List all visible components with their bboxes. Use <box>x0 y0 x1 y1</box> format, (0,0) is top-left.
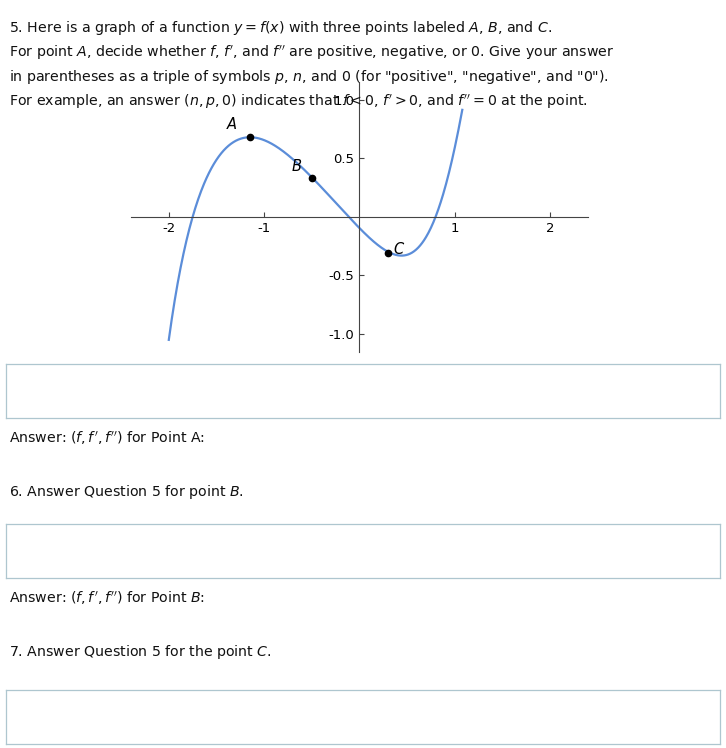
Text: Answer: $(f, f', f'')$ for Point $B$:: Answer: $(f, f', f'')$ for Point $B$: <box>9 589 205 607</box>
Text: For example, an answer $(n, p, 0)$ indicates that $f < 0$, $f' > 0$, and $f'' = : For example, an answer $(n, p, 0)$ indic… <box>9 93 587 111</box>
Text: 6. Answer Question 5 for point $B$.: 6. Answer Question 5 for point $B$. <box>9 483 243 501</box>
Text: Answer: $(f, f', f'')$ for Point A:: Answer: $(f, f', f'')$ for Point A: <box>9 429 205 447</box>
Text: in parentheses as a triple of symbols $p$, $n$, and 0 (for "positive", "negative: in parentheses as a triple of symbols $p… <box>9 68 608 86</box>
Text: $A$: $A$ <box>226 116 237 132</box>
Text: 5. Here is a graph of a function $y = f(x)$ with three points labeled $A$, $B$, : 5. Here is a graph of a function $y = f(… <box>9 19 552 37</box>
Text: $B$: $B$ <box>291 159 302 174</box>
Text: 7. Answer Question 5 for the point $C$.: 7. Answer Question 5 for the point $C$. <box>9 643 272 661</box>
Text: $C$: $C$ <box>393 242 405 257</box>
Text: For point $A$, decide whether $f$, $f'$, and $f''$ are positive, negative, or 0.: For point $A$, decide whether $f$, $f'$,… <box>9 43 614 61</box>
